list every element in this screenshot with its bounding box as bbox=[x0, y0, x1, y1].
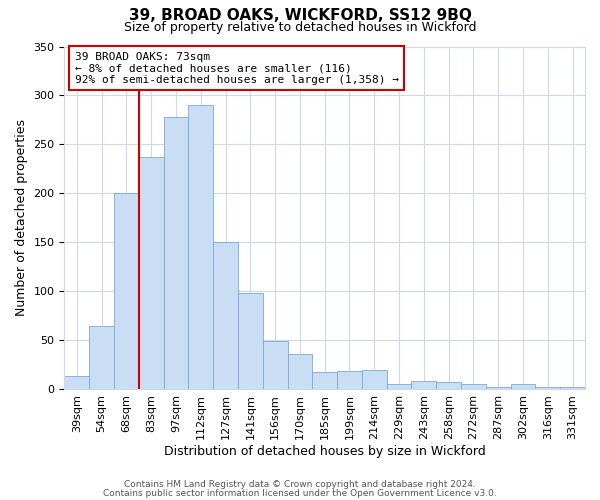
Text: Contains public sector information licensed under the Open Government Licence v3: Contains public sector information licen… bbox=[103, 488, 497, 498]
Bar bbox=[238, 293, 263, 389]
Text: Contains HM Land Registry data © Crown copyright and database right 2024.: Contains HM Land Registry data © Crown c… bbox=[124, 480, 476, 489]
Bar bbox=[560, 387, 585, 389]
Text: 39 BROAD OAKS: 73sqm
← 8% of detached houses are smaller (116)
92% of semi-detac: 39 BROAD OAKS: 73sqm ← 8% of detached ho… bbox=[75, 52, 399, 85]
Y-axis label: Number of detached properties: Number of detached properties bbox=[15, 119, 28, 316]
Text: Size of property relative to detached houses in Wickford: Size of property relative to detached ho… bbox=[124, 21, 476, 34]
Bar bbox=[188, 105, 213, 389]
Bar bbox=[535, 387, 560, 389]
Bar bbox=[213, 242, 238, 389]
Bar bbox=[337, 372, 362, 389]
Bar bbox=[164, 117, 188, 389]
X-axis label: Distribution of detached houses by size in Wickford: Distribution of detached houses by size … bbox=[164, 444, 485, 458]
Bar bbox=[263, 341, 287, 389]
Bar bbox=[139, 157, 164, 389]
Bar bbox=[461, 384, 486, 389]
Bar bbox=[114, 194, 139, 389]
Bar bbox=[486, 387, 511, 389]
Bar bbox=[362, 370, 386, 389]
Bar bbox=[287, 354, 313, 389]
Bar bbox=[386, 384, 412, 389]
Bar bbox=[511, 384, 535, 389]
Bar bbox=[412, 381, 436, 389]
Text: 39, BROAD OAKS, WICKFORD, SS12 9BQ: 39, BROAD OAKS, WICKFORD, SS12 9BQ bbox=[128, 8, 472, 22]
Bar bbox=[436, 382, 461, 389]
Bar bbox=[89, 326, 114, 389]
Bar bbox=[313, 372, 337, 389]
Bar bbox=[64, 376, 89, 389]
